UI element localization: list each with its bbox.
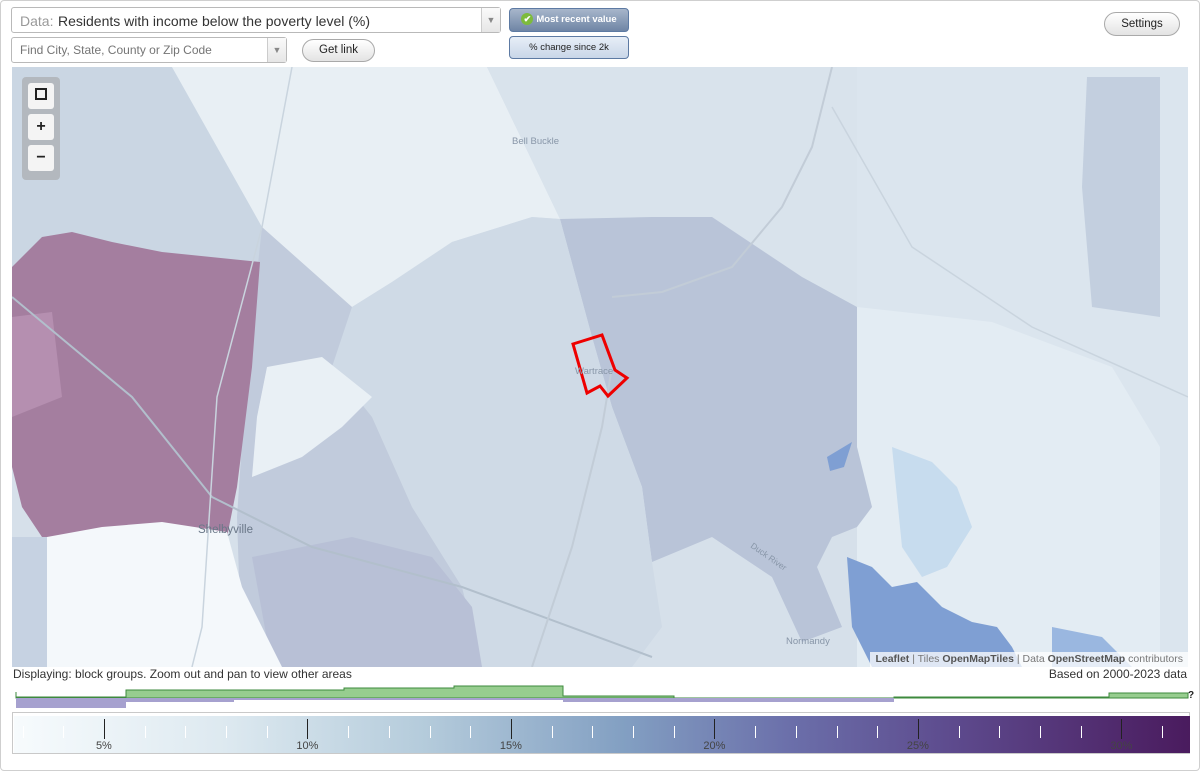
selected-area-outline[interactable] bbox=[571, 333, 630, 399]
legend-minor-tick bbox=[999, 726, 1001, 738]
histogram-green bbox=[15, 685, 1189, 700]
legend-color-ramp bbox=[14, 716, 1190, 753]
legend-minor-tick bbox=[592, 726, 594, 738]
legend-label: 5% bbox=[95, 740, 112, 752]
get-link-button[interactable]: Get link bbox=[302, 39, 375, 62]
legend-minor-tick bbox=[226, 726, 227, 738]
block-group-ne[interactable] bbox=[1082, 77, 1160, 317]
most-recent-label: Most recent value bbox=[536, 14, 617, 25]
legend-minor-tick bbox=[144, 726, 146, 738]
road-north bbox=[611, 67, 833, 298]
block-group-sw-low[interactable] bbox=[47, 522, 282, 667]
road-east bbox=[831, 106, 1188, 398]
legend-minor-tick bbox=[22, 726, 24, 738]
pond bbox=[827, 442, 852, 471]
legend-minor-tick bbox=[1080, 726, 1082, 738]
search-box[interactable]: ▼ bbox=[11, 37, 287, 63]
block-group-se[interactable] bbox=[857, 307, 1160, 667]
legend-minor-tick bbox=[755, 726, 757, 738]
legend-major-tick bbox=[510, 719, 512, 739]
chevron-down-icon[interactable]: ▼ bbox=[267, 38, 286, 62]
block-group-bell-buckle[interactable] bbox=[487, 67, 857, 307]
data-select[interactable]: Data: Residents with income below the po… bbox=[11, 7, 501, 33]
status-right: Based on 2000-2023 data bbox=[1048, 667, 1187, 681]
map-attribution: Leaflet | Tiles OpenMapTiles | Data Open… bbox=[870, 652, 1188, 667]
legend-minor-tick bbox=[795, 726, 797, 738]
place-label-normandy: Normandy bbox=[786, 636, 830, 647]
block-group-wartrace[interactable] bbox=[332, 217, 662, 667]
place-label-wartrace: Wartrace bbox=[575, 366, 613, 377]
block-group-light[interactable] bbox=[252, 357, 372, 477]
water-inlet bbox=[892, 447, 972, 577]
data-select-value: Residents with income below the poverty … bbox=[58, 13, 371, 29]
attribution-suffix: contributors bbox=[1125, 653, 1183, 665]
choropleth-map[interactable]: Bell Buckle Wartrace Shelbyville Normand… bbox=[12, 67, 1188, 667]
legend-minor-tick bbox=[877, 726, 879, 738]
legend-minor-tick bbox=[63, 726, 65, 738]
place-label-bell-buckle: Bell Buckle bbox=[512, 136, 559, 147]
place-label-shelbyville: Shelbyville bbox=[198, 524, 253, 536]
legend-label: 15% bbox=[499, 740, 522, 752]
zoom-control: + − bbox=[22, 77, 60, 180]
search-input[interactable] bbox=[12, 38, 264, 62]
lake-water bbox=[847, 557, 1022, 667]
legend-minor-tick bbox=[470, 726, 472, 738]
legend-major-tick bbox=[917, 719, 919, 739]
legend-minor-tick bbox=[185, 726, 187, 738]
histogram-help[interactable]: ? bbox=[1188, 690, 1194, 701]
chevron-down-icon[interactable]: ▼ bbox=[481, 8, 500, 32]
zoom-in-button[interactable]: + bbox=[28, 114, 54, 140]
legend-minor-tick bbox=[1162, 726, 1164, 738]
road-west bbox=[191, 67, 293, 667]
osm-link[interactable]: OpenStreetMap bbox=[1047, 653, 1126, 665]
settings-button[interactable]: Settings bbox=[1104, 12, 1180, 36]
legend-minor-tick bbox=[348, 726, 350, 738]
legend-major-tick bbox=[714, 719, 716, 739]
attribution-sep: | Tiles bbox=[909, 653, 943, 665]
tiles-link[interactable]: OpenMapTiles bbox=[942, 653, 1014, 665]
legend-label: 30% bbox=[1110, 740, 1133, 752]
legend-major-tick bbox=[103, 719, 105, 739]
block-group-shelbyville-core[interactable] bbox=[12, 312, 62, 417]
block-group-sw-edge[interactable] bbox=[12, 537, 47, 667]
legend-minor-tick bbox=[266, 726, 268, 738]
block-group-east-wartrace[interactable] bbox=[560, 217, 872, 642]
legend-minor-tick bbox=[1040, 726, 1041, 738]
legend-label: 10% bbox=[296, 740, 319, 752]
legend-minor-tick bbox=[836, 726, 838, 738]
data-select-prefix: Data: bbox=[20, 13, 54, 29]
legend-major-tick bbox=[307, 719, 309, 739]
check-icon: ✔ bbox=[521, 13, 534, 25]
legend-minor-tick bbox=[429, 726, 431, 738]
legend-minor-tick bbox=[958, 726, 960, 738]
pct-change-toggle[interactable]: % change since 2k bbox=[509, 36, 629, 59]
fullscreen-button[interactable] bbox=[28, 83, 54, 109]
map-canvas[interactable]: Bell Buckle Wartrace Shelbyville Normand… bbox=[12, 67, 1188, 667]
legend-label: 20% bbox=[703, 740, 726, 752]
legend-label: 25% bbox=[906, 740, 929, 752]
block-group-shelbyville-high[interactable] bbox=[12, 232, 260, 537]
status-left: Displaying: block groups. Zoom out and p… bbox=[13, 667, 352, 681]
legend-minor-tick bbox=[551, 726, 553, 738]
histogram-purple bbox=[16, 698, 894, 708]
fullscreen-icon bbox=[35, 88, 47, 100]
legend-minor-tick bbox=[633, 726, 634, 738]
leaflet-link[interactable]: Leaflet bbox=[875, 653, 910, 665]
distribution-histogram: ? bbox=[15, 685, 1194, 708]
legend-minor-tick bbox=[388, 726, 390, 738]
legend-minor-tick bbox=[673, 726, 675, 738]
most-recent-value-toggle[interactable]: ✔ Most recent value bbox=[509, 8, 629, 32]
zoom-out-button[interactable]: − bbox=[28, 145, 54, 171]
attribution-sep: | Data bbox=[1013, 653, 1048, 665]
block-group-south-central[interactable] bbox=[252, 537, 482, 667]
legend-major-tick bbox=[1121, 719, 1123, 739]
railroad bbox=[12, 296, 653, 658]
